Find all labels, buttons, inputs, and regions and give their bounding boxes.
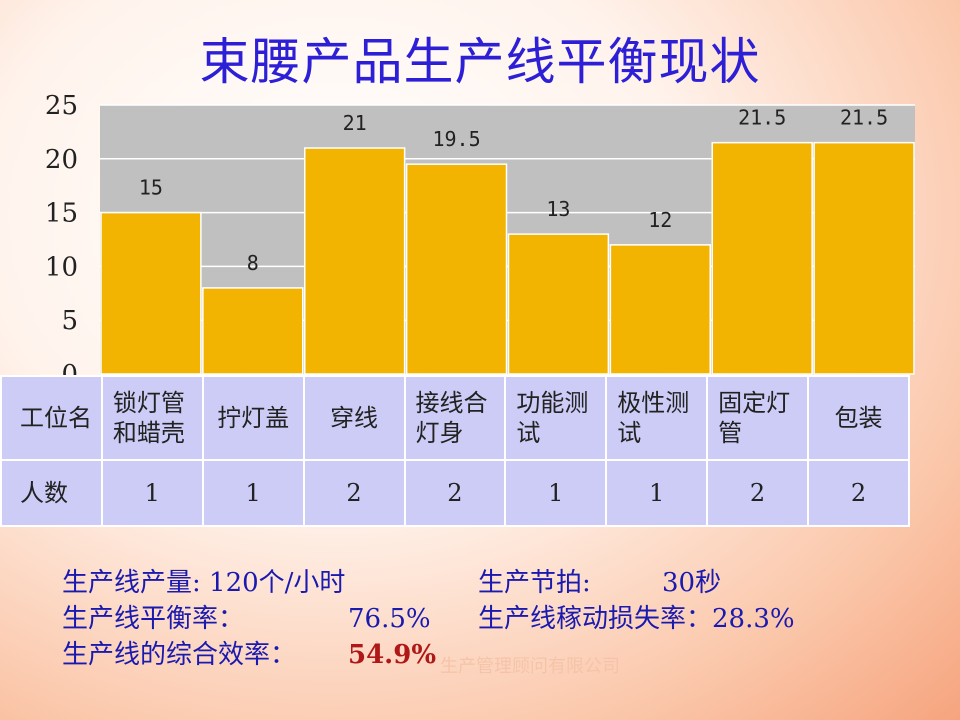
y-tick-label: 10 (45, 252, 78, 282)
bar-value-label: 21.5 (840, 106, 888, 130)
loss-text: 生产线稼动损失率：28.3% (478, 604, 795, 634)
station-name-cell: 锁灯管 和蜡壳 (100, 375, 204, 461)
station-name-line: 试 (516, 419, 541, 447)
station-name-row: 工位名 锁灯管 和蜡壳 拧灯盖 穿线 接线合 灯身 功能测试极性测试固定灯管包装 (0, 375, 910, 461)
stats-row-3: 生产线的综合效率： 54.9% (62, 637, 922, 673)
station-name-line: 灯身 (415, 419, 464, 447)
bar (609, 244, 711, 375)
station-name-cell: 固定灯管 (706, 375, 809, 461)
station-name-line: 接线合 (415, 389, 488, 417)
bar (202, 287, 304, 375)
y-tick-label: 15 (45, 199, 78, 229)
bar (100, 211, 202, 375)
station-name-cell: 拧灯盖 (201, 375, 305, 461)
bar-value-label: 15 (139, 176, 163, 200)
stats-panel: 生产线产量: 120个/小时 生产节拍: 30秒 生产线平衡率： 76.5% 生… (62, 565, 922, 673)
station-name-cell: 功能测试 (504, 375, 608, 461)
bar (507, 233, 610, 375)
station-name-line: 管 (718, 419, 743, 447)
bar (711, 141, 813, 375)
watermark-text: 生产管理顾问有限公司 (440, 656, 620, 677)
page-title: 束腰产品生产线平衡现状 (199, 33, 761, 91)
station-name-cell: 接线合 灯身 (403, 375, 507, 461)
bar (405, 163, 508, 375)
station-name-line: 试 (617, 419, 642, 447)
y-tick-label: 5 (61, 306, 78, 336)
y-tick-label: 20 (45, 145, 78, 175)
station-name-line: 和蜡壳 (112, 419, 185, 447)
station-header-cell: 工位名 (0, 375, 103, 461)
station-name-line: 极性测 (617, 389, 690, 417)
station-name-cell: 包装 (807, 375, 910, 461)
y-tick-label: 25 (45, 91, 78, 121)
worker-count-cell: 1 (504, 459, 608, 527)
bar (813, 141, 915, 375)
worker-count-cell: 1 (201, 459, 305, 527)
station-name-cell: 极性测试 (605, 375, 709, 461)
bar-value-label: 12 (648, 208, 672, 232)
bar-value-label: 13 (546, 197, 570, 221)
worker-count-cell: 2 (302, 459, 406, 527)
output-text: 生产线产量: 120个/小时 (62, 568, 346, 598)
bar-value-label: 21 (343, 111, 367, 135)
bar (304, 147, 406, 375)
station-name-cell: 穿线 (302, 375, 406, 461)
stats-row-2: 生产线平衡率： 76.5% 生产线稼动损失率：28.3% (62, 601, 922, 637)
station-name-line: 锁灯管 (112, 389, 185, 417)
takt-value: 30秒 (662, 568, 722, 598)
worker-count-cell: 2 (706, 459, 809, 527)
stats-row-1: 生产线产量: 120个/小时 生产节拍: 30秒 (62, 565, 922, 601)
station-name-line: 固定灯 (718, 389, 791, 417)
bar-value-label: 8 (247, 251, 259, 275)
station-name-line: 穿线 (330, 404, 379, 432)
efficiency-label: 生产线的综合效率： (62, 640, 297, 670)
station-name-line: 功能测 (516, 389, 589, 417)
efficiency-value: 54.9% (348, 640, 437, 670)
balance-label: 生产线平衡率： (62, 604, 245, 634)
worker-count-cell: 1 (100, 459, 204, 527)
worker-count-cell: 2 (403, 459, 507, 527)
count-header-cell: 人数 (0, 459, 103, 527)
balance-value: 76.5% (348, 604, 431, 634)
bar-value-label: 19.5 (432, 127, 480, 151)
takt-label: 生产节拍: (478, 568, 591, 598)
worker-count-cell: 2 (807, 459, 910, 527)
station-name-line: 包装 (834, 404, 883, 432)
worker-count-cell: 1 (605, 459, 709, 527)
station-name-line: 拧灯盖 (217, 404, 290, 432)
bar-value-label: 21.5 (738, 106, 786, 130)
